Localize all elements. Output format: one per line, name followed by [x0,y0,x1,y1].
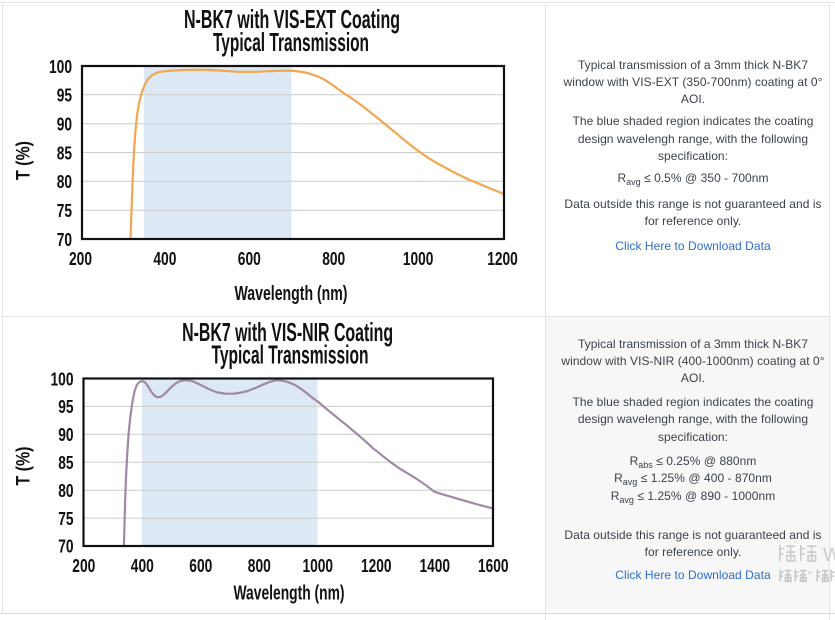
svg-text:85: 85 [58,452,73,473]
svg-text:400: 400 [153,248,176,269]
svg-text:600: 600 [189,555,212,576]
svg-text:80: 80 [58,480,73,501]
svg-text:Typical Transmission: Typical Transmission [213,27,369,57]
svg-text:75: 75 [58,508,73,529]
svg-text:800: 800 [322,248,345,269]
svg-text:85: 85 [57,142,72,163]
svg-text:80: 80 [57,171,72,192]
svg-text:1400: 1400 [420,555,451,576]
svg-text:75: 75 [57,200,72,221]
svg-text:200: 200 [72,555,95,576]
svg-text:1200: 1200 [487,248,518,269]
svg-text:N-BK7 with VIS-NIR Coating: N-BK7 with VIS-NIR Coating [182,317,393,347]
svg-text:1600: 1600 [478,555,509,576]
svg-text:70: 70 [58,536,73,557]
svg-text:600: 600 [238,248,261,269]
svg-text:100: 100 [49,56,72,77]
svg-text:95: 95 [58,396,73,417]
svg-text:W: W [823,545,835,566]
svg-text:Typical Transmission: Typical Transmission [212,339,369,369]
svg-text:1000: 1000 [303,555,334,576]
svg-text:1000: 1000 [403,248,434,269]
svg-text:“: “ [808,568,812,583]
svg-text:90: 90 [57,114,72,135]
svg-text:Wavelength (nm): Wavelength (nm) [234,583,345,605]
svg-text:400: 400 [131,555,154,576]
svg-text:N-BK7 with VIS-EXT Coating: N-BK7 with VIS-EXT Coating [184,4,400,34]
svg-text:100: 100 [51,368,74,389]
svg-text:200: 200 [69,248,92,269]
svg-text:Wavelength (nm): Wavelength (nm) [235,283,348,305]
svg-text:95: 95 [57,85,72,106]
svg-text:T (%): T (%) [14,447,35,486]
svg-text:90: 90 [58,424,73,445]
svg-text:1200: 1200 [361,555,392,576]
svg-text:800: 800 [248,555,271,576]
svg-text:70: 70 [57,229,72,250]
svg-text:T (%): T (%) [14,141,35,180]
